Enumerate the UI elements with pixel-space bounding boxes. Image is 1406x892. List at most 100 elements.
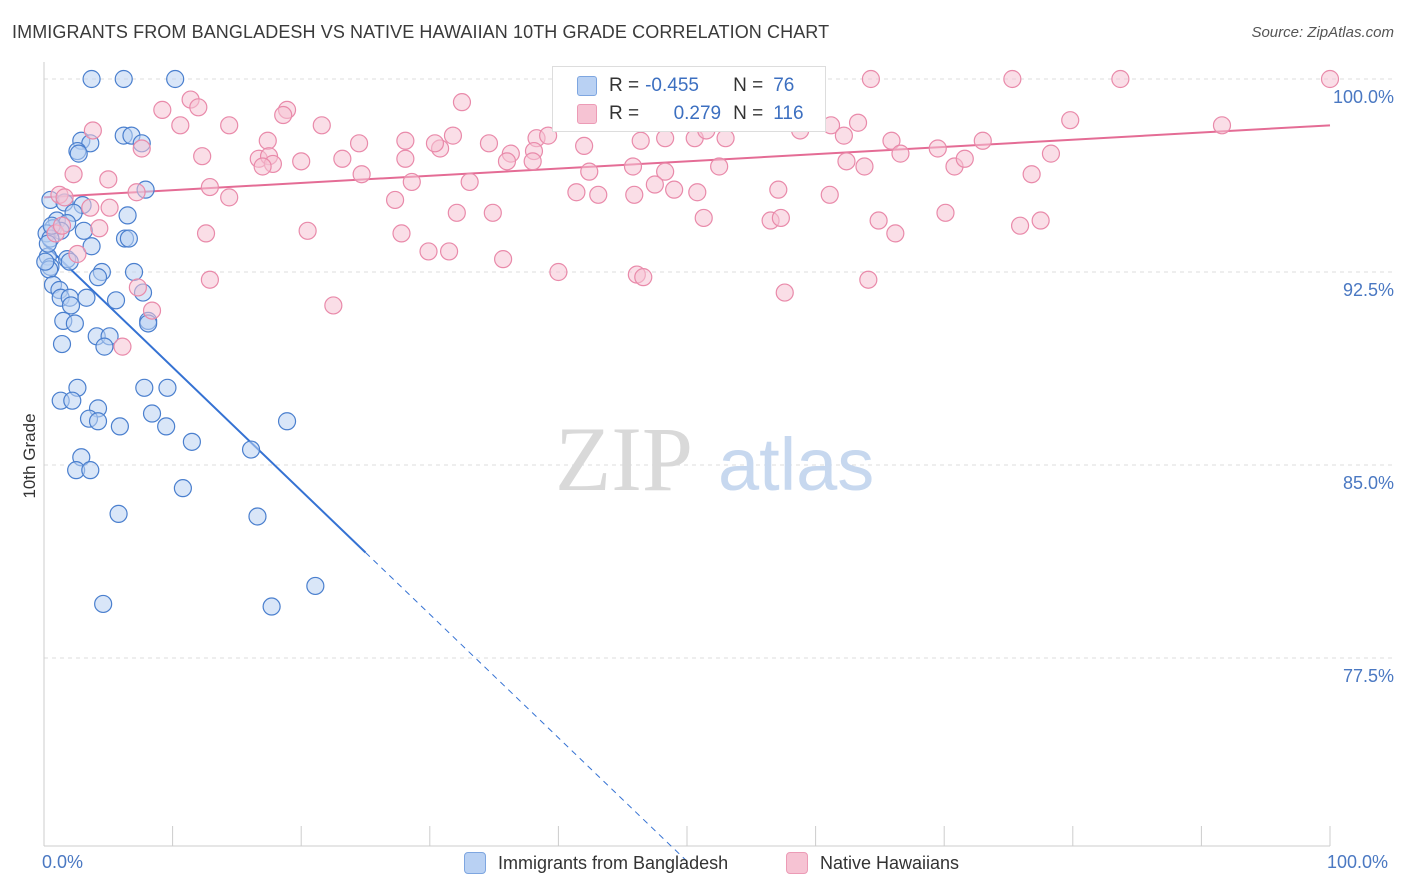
hawaiian-point-74: [402, 172, 421, 192]
bangladesh-point-71: [94, 594, 113, 614]
hawaiian-point-92: [694, 208, 713, 228]
hawaiian-point-50: [292, 152, 311, 171]
hawaiian-point-102: [298, 221, 317, 240]
hawaiian-point-113: [128, 278, 147, 297]
y-tick-label-1: 92.5%: [1342, 280, 1394, 300]
legend-item-hawaiians[interactable]: Native Hawaiians: [786, 852, 959, 874]
hawaiian-point-118: [68, 244, 87, 264]
bangladesh-point-58: [88, 412, 108, 431]
y-tick-label-2: 85.0%: [1342, 473, 1394, 493]
hawaiian-point-11: [189, 98, 208, 117]
n-value: 116: [773, 103, 804, 124]
stats-row-bangladesh: R = -0.455 N = 76: [577, 73, 794, 99]
hawaiian-point-32: [631, 131, 650, 150]
hawaiian-point-116: [324, 296, 343, 315]
hawaiian-point-28: [575, 136, 594, 156]
hawaiian-point-76: [567, 183, 586, 202]
hawaiian-point-7: [1003, 69, 1022, 89]
bangladesh-point-69: [248, 507, 267, 526]
bangladesh-point-15: [118, 206, 137, 225]
hawaiian-point-71: [127, 183, 146, 202]
hawaiian-point-115: [113, 337, 132, 356]
bangladesh-point-0: [82, 69, 101, 89]
hawaiian-point-97: [1010, 216, 1030, 235]
hawaiian-point-56: [580, 162, 599, 181]
hawaiian-point-57: [623, 157, 643, 176]
r-label: R =: [609, 103, 640, 124]
hawaiian-trend-line: [43, 124, 1331, 199]
bangladesh-point-49: [95, 337, 114, 356]
bangladesh-point-33: [88, 268, 108, 287]
r-value: -0.455: [645, 75, 699, 96]
hawaiian-point-96: [936, 203, 955, 222]
hawaiian-point-41: [973, 131, 992, 150]
hawaiian-point-16: [274, 105, 293, 125]
hawaiian-point-119: [886, 224, 905, 243]
stats-legend: R = -0.455 N = 76 R = 0.279 N = 116: [552, 66, 826, 132]
hawaiian-point-88: [220, 188, 239, 207]
hawaiian-point-43: [1212, 116, 1232, 135]
hawaiian-point-75: [460, 172, 479, 192]
hawaiian-point-23: [443, 126, 463, 145]
bangladesh-point-61: [277, 412, 297, 431]
legend-swatch-blue: [464, 852, 486, 874]
hawaiian-point-59: [710, 157, 729, 176]
hawaiian-point-12: [153, 100, 172, 119]
hawaiian-point-58: [656, 162, 675, 181]
chart-source: Source: ZipAtlas.com: [1251, 24, 1394, 41]
hawaiian-point-14: [452, 93, 472, 112]
watermark-atlas: atlas: [718, 423, 874, 506]
n-value: 76: [773, 75, 795, 96]
bangladesh-point-43: [65, 314, 84, 333]
hawaiian-point-39: [834, 126, 853, 145]
legend-swatch-blue: [577, 76, 597, 96]
hawaiian-point-61: [855, 157, 874, 176]
hawaiian-point-54: [497, 152, 517, 171]
legend-item-bangladesh[interactable]: Immigrants from Bangladesh: [464, 852, 728, 874]
hawaiian-point-105: [439, 242, 459, 261]
bangladesh-trend-line: [43, 242, 367, 554]
hawaiian-point-85: [55, 188, 74, 207]
hawaiian-point-107: [549, 262, 568, 282]
series-legend: Immigrants from Bangladesh Native Hawaii…: [0, 852, 1406, 878]
hawaiian-point-18: [171, 116, 190, 135]
hawaiian-point-70: [99, 170, 118, 189]
hawaiian-point-17: [312, 116, 331, 135]
bangladesh-trend-extension: [365, 552, 688, 862]
hawaiian-point-83: [820, 185, 839, 204]
bangladesh-point-62: [182, 432, 201, 451]
hawaiian-point-67: [1041, 144, 1061, 163]
bangladesh-point-39: [77, 288, 96, 307]
hawaiian-point-65: [928, 139, 947, 158]
hawaiian-point-79: [645, 175, 664, 194]
hawaiian-point-30: [425, 134, 445, 153]
hawaiian-point-21: [349, 134, 369, 153]
bangladesh-point-48: [52, 334, 72, 354]
hawaiian-point-69: [64, 165, 83, 184]
n-label: N =: [733, 75, 764, 96]
bangladesh-point-70: [306, 576, 325, 596]
hawaiian-point-45: [132, 139, 151, 158]
hawaiian-point-68: [1022, 165, 1041, 184]
hawaiian-point-20: [83, 121, 102, 140]
x-tick-label-100: 100.0%: [1327, 852, 1389, 872]
bangladesh-point-72: [262, 597, 281, 616]
hawaiian-point-90: [447, 203, 466, 222]
hawaiian-point-73: [352, 165, 371, 184]
hawaiian-point-111: [859, 270, 878, 289]
hawaiian-point-101: [196, 224, 216, 243]
chart-title: IMMIGRANTS FROM BANGLADESH VS NATIVE HAW…: [12, 22, 830, 42]
hawaiian-point-22: [396, 131, 415, 150]
hawaiian-point-80: [665, 180, 684, 199]
bangladesh-point-56: [142, 404, 162, 423]
bangladesh-point-24: [119, 229, 138, 248]
bangladesh-point-32: [124, 262, 144, 282]
hawaiian-point-112: [200, 270, 219, 289]
hawaiian-point-78: [625, 185, 644, 204]
bangladesh-point-9: [69, 144, 88, 163]
r-label: R =: [609, 75, 640, 96]
bangladesh-point-66: [81, 461, 100, 480]
hawaiian-point-94: [771, 208, 790, 228]
hawaiian-point-19: [220, 116, 239, 135]
bangladesh-point-68: [109, 504, 128, 523]
